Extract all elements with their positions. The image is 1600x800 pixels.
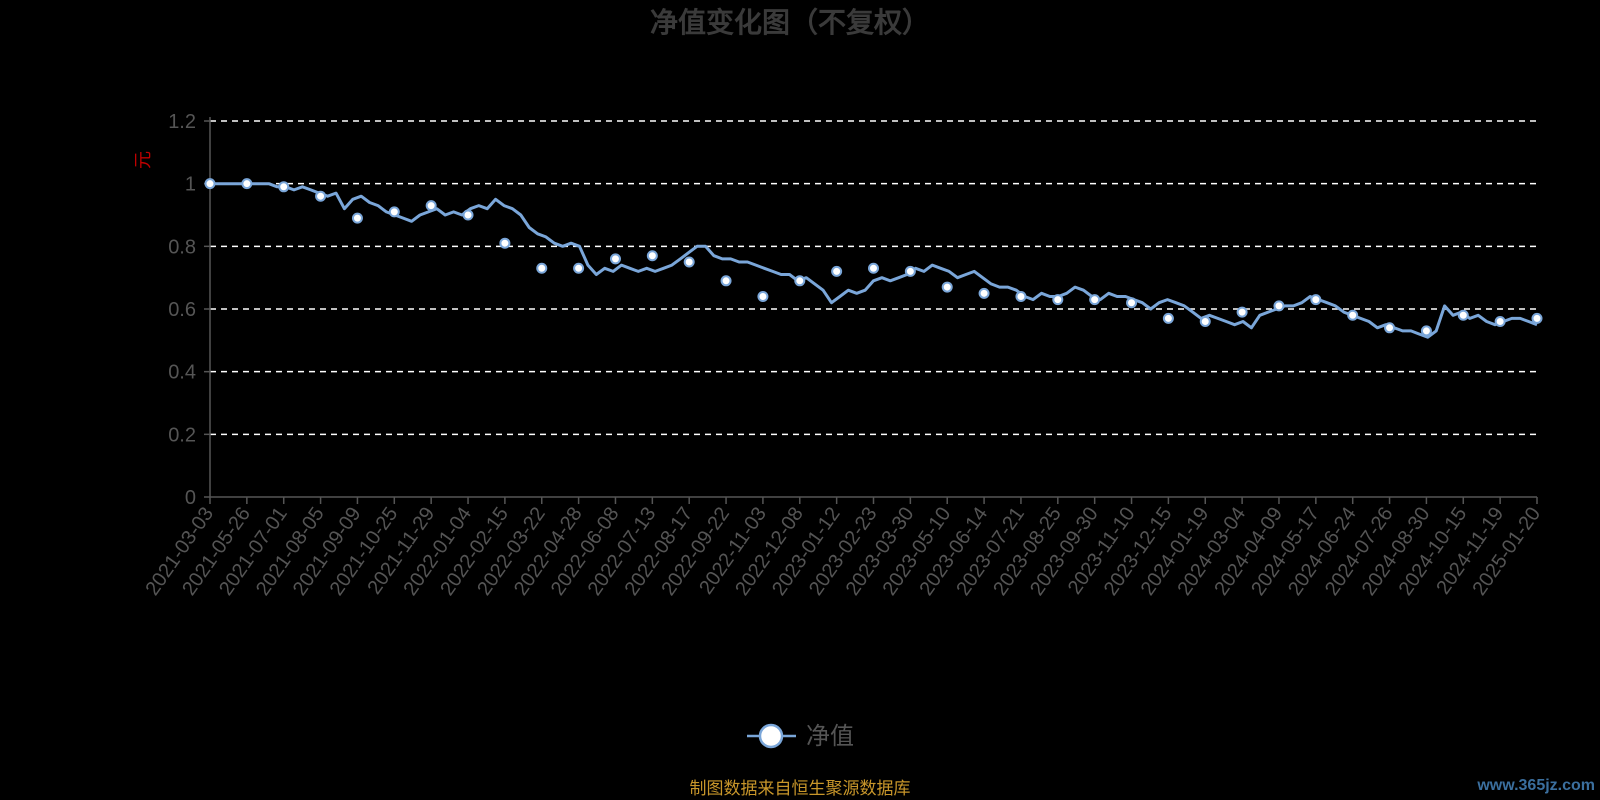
data-point[interactable] xyxy=(1052,294,1064,306)
legend-marker xyxy=(758,723,784,749)
data-point[interactable] xyxy=(462,209,474,221)
watermark: www.365jz.com xyxy=(1476,777,1595,794)
data-point[interactable] xyxy=(1162,312,1174,324)
data-point[interactable] xyxy=(1089,294,1101,306)
data-point[interactable] xyxy=(646,250,658,262)
legend-label: 净值 xyxy=(806,723,854,750)
chart-title: 净值变化图（不复权） xyxy=(650,6,930,38)
data-point[interactable] xyxy=(536,262,548,274)
data-point[interactable] xyxy=(573,262,585,274)
data-point[interactable] xyxy=(499,237,511,249)
data-point[interactable] xyxy=(1457,309,1469,321)
data-point[interactable] xyxy=(1494,316,1506,328)
data-point[interactable] xyxy=(868,262,879,274)
data-point[interactable] xyxy=(1236,306,1248,318)
y-tick-label: 0 xyxy=(185,487,196,509)
data-point[interactable] xyxy=(241,178,253,190)
x-axis-ticks: 2021-03-032021-05-262021-07-012021-08-05… xyxy=(141,497,1545,600)
data-point[interactable] xyxy=(1347,309,1359,321)
data-point[interactable] xyxy=(1015,290,1027,302)
series-group xyxy=(204,178,1543,339)
y-tick-label: 1.2 xyxy=(168,111,196,133)
y-tick-label: 0.8 xyxy=(168,236,196,258)
data-point[interactable] xyxy=(1126,297,1138,309)
data-point[interactable] xyxy=(425,200,437,212)
data-point[interactable] xyxy=(978,287,990,299)
data-source-note: 制图数据来自恒生聚源数据库 xyxy=(690,779,911,798)
data-point[interactable] xyxy=(1420,325,1432,337)
data-point[interactable] xyxy=(1384,322,1396,334)
y-tick-label: 0.2 xyxy=(168,424,196,446)
grid-lines xyxy=(210,120,1537,436)
data-point[interactable] xyxy=(609,253,621,265)
data-point[interactable] xyxy=(315,190,327,202)
legend[interactable]: 净值 xyxy=(747,723,854,750)
data-point[interactable] xyxy=(720,275,732,287)
data-point[interactable] xyxy=(278,181,290,193)
y-axis-ticks: 0 0.2 0.4 0.6 0.8 1 1.2 xyxy=(168,111,210,509)
data-point[interactable] xyxy=(204,178,216,190)
y-tick-label: 1 xyxy=(185,174,196,196)
data-point[interactable] xyxy=(1531,312,1543,324)
data-point[interactable] xyxy=(1310,294,1322,306)
data-point[interactable] xyxy=(941,281,953,293)
y-tick-label: 0.4 xyxy=(168,362,196,384)
data-point[interactable] xyxy=(351,212,363,224)
data-point[interactable] xyxy=(831,265,843,277)
data-point[interactable] xyxy=(904,265,916,277)
data-point[interactable] xyxy=(794,275,806,287)
series-line-nav xyxy=(210,182,1538,339)
data-point[interactable] xyxy=(1199,316,1211,328)
data-point[interactable] xyxy=(388,206,400,218)
y-tick-label: 0.6 xyxy=(168,299,196,321)
data-point[interactable] xyxy=(1273,300,1285,312)
data-point[interactable] xyxy=(683,256,695,268)
y-axis-unit-label: 元 xyxy=(133,151,153,169)
data-point[interactable] xyxy=(757,290,769,302)
